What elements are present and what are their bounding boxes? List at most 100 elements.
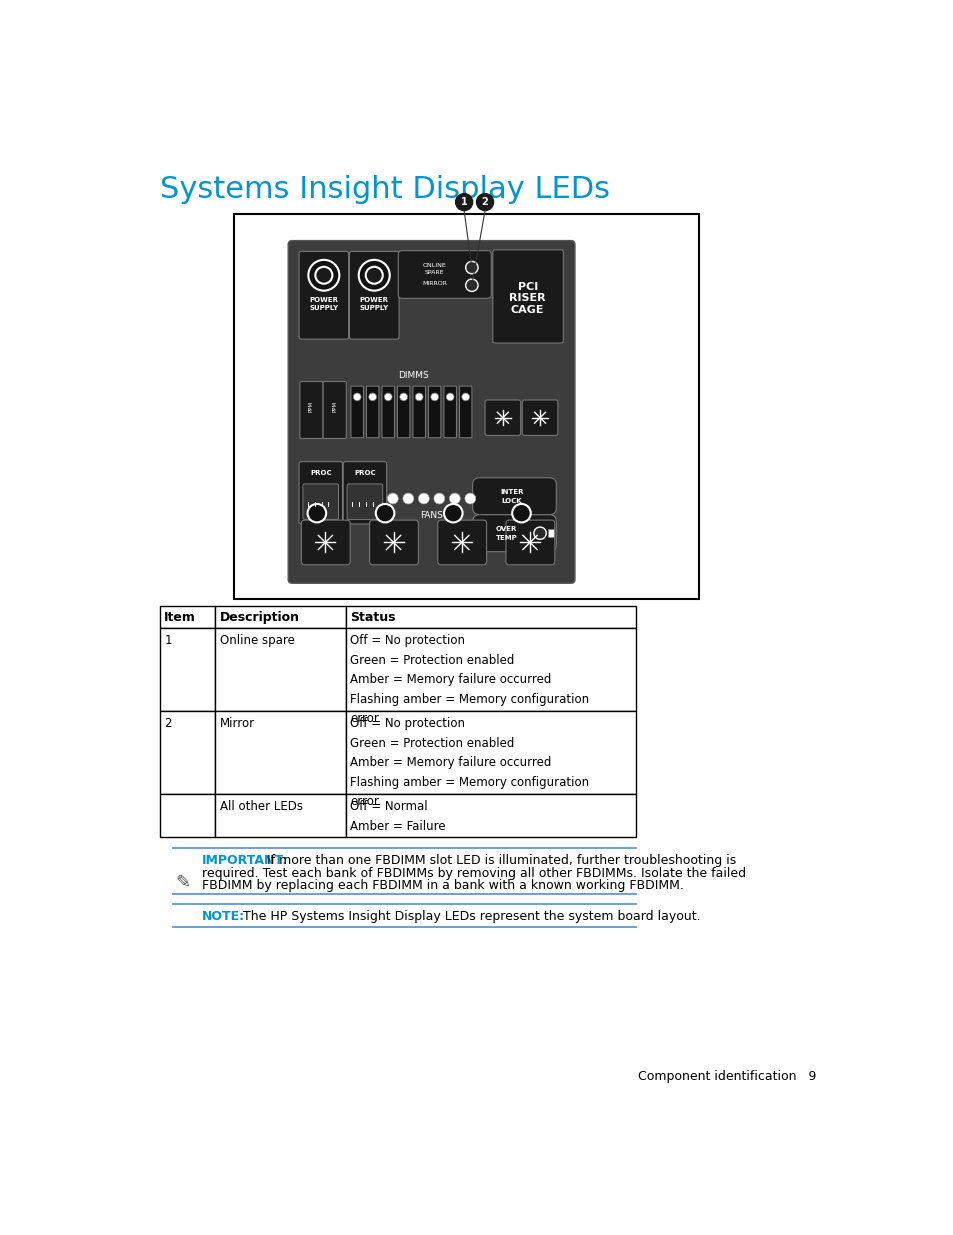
Bar xyxy=(345,627,636,711)
Circle shape xyxy=(418,493,429,504)
FancyBboxPatch shape xyxy=(397,251,491,299)
Text: 1: 1 xyxy=(460,198,467,207)
Text: PPM: PPM xyxy=(309,400,314,411)
Circle shape xyxy=(431,393,438,401)
Circle shape xyxy=(434,493,444,504)
Bar xyxy=(345,606,636,627)
Circle shape xyxy=(449,493,459,504)
FancyBboxPatch shape xyxy=(343,462,386,524)
Circle shape xyxy=(415,393,422,401)
Text: NOTE:: NOTE: xyxy=(202,910,245,923)
FancyBboxPatch shape xyxy=(347,484,382,520)
Text: SUPPLY: SUPPLY xyxy=(309,305,338,311)
Text: Description: Description xyxy=(220,610,299,624)
Circle shape xyxy=(387,493,397,504)
Text: Online spare: Online spare xyxy=(220,634,294,647)
Bar xyxy=(159,794,215,836)
Text: FANS: FANS xyxy=(419,511,442,520)
Text: 2: 2 xyxy=(164,718,172,730)
Circle shape xyxy=(476,194,493,211)
Bar xyxy=(215,794,345,836)
Text: SUPPLY: SUPPLY xyxy=(359,305,389,311)
Bar xyxy=(159,627,215,711)
Text: If more than one FBDIMM slot LED is illuminated, further troubleshooting is: If more than one FBDIMM slot LED is illu… xyxy=(262,855,735,867)
Circle shape xyxy=(464,493,476,504)
FancyBboxPatch shape xyxy=(351,387,363,437)
Circle shape xyxy=(534,527,546,540)
Circle shape xyxy=(465,279,477,291)
Bar xyxy=(345,711,636,794)
Text: POWER: POWER xyxy=(359,296,388,303)
Circle shape xyxy=(384,393,392,401)
Circle shape xyxy=(369,393,376,401)
Circle shape xyxy=(315,267,332,284)
FancyBboxPatch shape xyxy=(397,387,410,437)
Bar xyxy=(547,530,554,537)
Circle shape xyxy=(402,493,414,504)
Circle shape xyxy=(461,393,469,401)
FancyBboxPatch shape xyxy=(505,520,555,564)
Circle shape xyxy=(443,504,462,522)
Circle shape xyxy=(308,259,339,290)
FancyBboxPatch shape xyxy=(303,484,338,520)
FancyBboxPatch shape xyxy=(298,462,342,524)
Text: Mirror: Mirror xyxy=(220,718,254,730)
Circle shape xyxy=(446,393,454,401)
FancyBboxPatch shape xyxy=(369,520,418,564)
Text: CAGE: CAGE xyxy=(511,305,544,315)
Text: required. Test each bank of FBDIMMs by removing all other FBDIMMs. Isolate the f: required. Test each bank of FBDIMMs by r… xyxy=(202,867,745,879)
Text: LOCK: LOCK xyxy=(501,498,522,504)
FancyBboxPatch shape xyxy=(521,400,558,436)
Bar xyxy=(159,711,215,794)
FancyBboxPatch shape xyxy=(298,252,348,340)
FancyBboxPatch shape xyxy=(288,241,575,583)
Bar xyxy=(233,214,699,599)
Text: ✎: ✎ xyxy=(175,874,191,892)
Text: The HP Systems Insight Display LEDs represent the system board layout.: The HP Systems Insight Display LEDs repr… xyxy=(234,910,700,923)
Circle shape xyxy=(365,267,382,284)
Circle shape xyxy=(512,504,530,522)
FancyBboxPatch shape xyxy=(459,387,472,437)
FancyBboxPatch shape xyxy=(493,249,562,343)
Bar xyxy=(215,627,345,711)
Text: PCI: PCI xyxy=(517,282,537,291)
Text: Off = No protection
Green = Protection enabled
Amber = Memory failure occurred
F: Off = No protection Green = Protection e… xyxy=(350,634,589,725)
Bar xyxy=(215,711,345,794)
FancyBboxPatch shape xyxy=(366,387,378,437)
FancyBboxPatch shape xyxy=(301,520,350,564)
Text: DIMMS: DIMMS xyxy=(398,370,429,380)
FancyBboxPatch shape xyxy=(472,515,556,552)
Text: POWER: POWER xyxy=(309,296,338,303)
Circle shape xyxy=(375,504,394,522)
Circle shape xyxy=(399,393,407,401)
Bar xyxy=(345,794,636,836)
FancyBboxPatch shape xyxy=(413,387,425,437)
Text: PROC: PROC xyxy=(310,471,332,477)
Bar xyxy=(215,606,345,627)
Text: Systems Insight Display LEDs: Systems Insight Display LEDs xyxy=(159,175,609,204)
FancyBboxPatch shape xyxy=(472,478,556,515)
Text: SPARE: SPARE xyxy=(424,270,444,275)
FancyBboxPatch shape xyxy=(443,387,456,437)
Text: Off = No protection
Green = Protection enabled
Amber = Memory failure occurred
F: Off = No protection Green = Protection e… xyxy=(350,718,589,808)
Circle shape xyxy=(353,393,360,401)
Text: Status: Status xyxy=(350,610,395,624)
Circle shape xyxy=(456,194,472,211)
Circle shape xyxy=(358,259,390,290)
Text: Component identification   9: Component identification 9 xyxy=(638,1070,816,1083)
Text: 1: 1 xyxy=(164,634,172,647)
FancyBboxPatch shape xyxy=(381,387,394,437)
Text: All other LEDs: All other LEDs xyxy=(220,800,303,814)
Text: FBDIMM by replacing each FBDIMM in a bank with a known working FBDIMM.: FBDIMM by replacing each FBDIMM in a ban… xyxy=(202,879,683,892)
FancyBboxPatch shape xyxy=(437,520,486,564)
Text: Off = Normal
Amber = Failure: Off = Normal Amber = Failure xyxy=(350,800,445,832)
Text: PPM: PPM xyxy=(332,400,336,411)
Text: ONLINE: ONLINE xyxy=(422,263,446,268)
FancyBboxPatch shape xyxy=(299,382,323,438)
Text: IMPORTANT:: IMPORTANT: xyxy=(202,855,288,867)
FancyBboxPatch shape xyxy=(349,252,398,340)
Text: 2: 2 xyxy=(481,198,488,207)
FancyBboxPatch shape xyxy=(428,387,440,437)
FancyBboxPatch shape xyxy=(323,382,346,438)
Circle shape xyxy=(307,504,326,522)
